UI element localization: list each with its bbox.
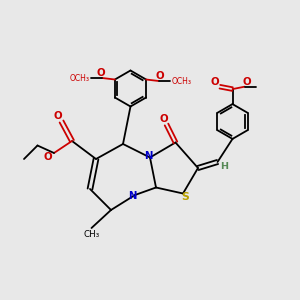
- Text: S: S: [181, 191, 189, 202]
- Text: O: O: [44, 152, 52, 163]
- Text: OCH₃: OCH₃: [172, 76, 192, 85]
- Text: N: N: [128, 190, 136, 201]
- Text: O: O: [97, 68, 105, 78]
- Text: O: O: [156, 70, 164, 81]
- Text: O: O: [210, 77, 219, 87]
- Text: O: O: [54, 111, 62, 121]
- Text: H: H: [220, 162, 228, 171]
- Text: CH₃: CH₃: [83, 230, 100, 239]
- Text: OCH₃: OCH₃: [69, 74, 89, 82]
- Text: O: O: [159, 114, 168, 124]
- Text: O: O: [243, 77, 251, 87]
- Text: N: N: [144, 151, 153, 161]
